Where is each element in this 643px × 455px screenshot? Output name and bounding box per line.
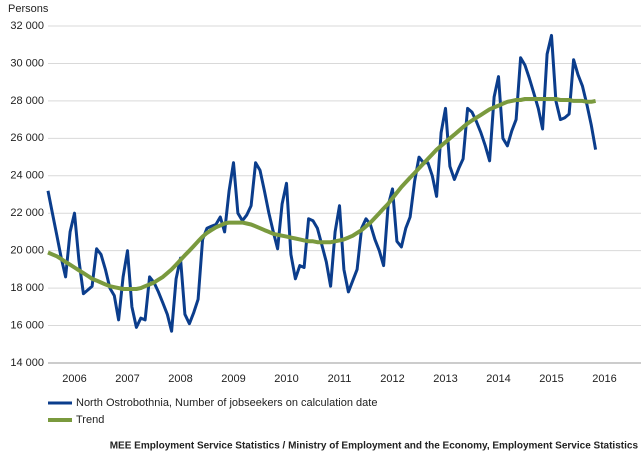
y-tick-label: 26 000 [10, 132, 44, 144]
y-tick-label: 28 000 [10, 95, 44, 107]
x-tick-label: 2011 [328, 373, 352, 385]
x-tick-label: 2009 [221, 373, 245, 385]
x-tick-label: 2014 [486, 373, 510, 385]
y-tick-label: 24 000 [10, 170, 44, 182]
y-axis-label: Persons [8, 3, 49, 15]
y-tick-label: 30 000 [10, 57, 44, 69]
x-tick-label: 2007 [115, 373, 139, 385]
legend-label: North Ostrobothnia, Number of jobseekers… [76, 397, 377, 409]
x-tick-label: 2013 [433, 373, 457, 385]
y-tick-label: 20 000 [10, 245, 44, 257]
y-tick-label: 22 000 [10, 207, 44, 219]
y-tick-label: 32 000 [10, 20, 44, 32]
series-line [47, 97, 597, 291]
y-tick-label: 16 000 [10, 319, 44, 331]
x-tick-label: 2010 [274, 373, 298, 385]
y-tick-label: 14 000 [10, 357, 44, 369]
series-line [46, 33, 598, 333]
x-tick-label: 2015 [539, 373, 563, 385]
x-tick-label: 2016 [592, 373, 616, 385]
source: MEE Employment Service Statistics / Mini… [110, 441, 639, 452]
legend-label: Trend [76, 414, 104, 426]
x-tick-label: 2008 [168, 373, 192, 385]
x-tick-label: 2006 [62, 373, 86, 385]
y-tick-label: 18 000 [10, 282, 44, 294]
x-tick-label: 2012 [380, 373, 404, 385]
